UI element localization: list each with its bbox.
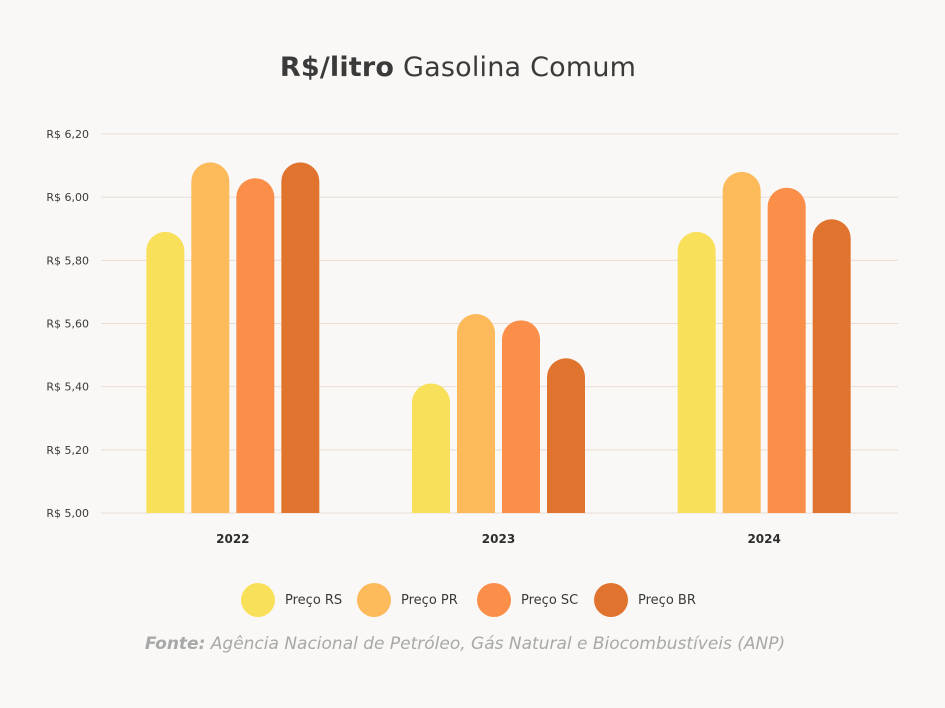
legend-label: Preço RS [285,592,343,608]
chart-title-bold: R$/litro [279,52,395,83]
x-tick-label: 2024 [747,532,780,546]
legend-item: Preço RS [241,582,342,618]
x-tick-label: 2023 [482,532,515,546]
bar-preco-sc-2024 [767,187,806,514]
bar-preco-rs-2023 [412,383,450,513]
legend-label: Preço SC [521,592,579,608]
y-tick-label: R$ 5,40 [46,381,89,394]
y-tick-label: R$ 5,00 [46,507,89,520]
chart-title: R$/litro Gasolina Comum [0,52,916,83]
legend-item: Preço BR [594,582,696,618]
y-tick-label: R$ 6,20 [46,128,89,141]
y-tick-label: R$ 5,60 [46,318,89,331]
bar-preco-br-2023 [547,358,585,513]
source-text: Agência Nacional de Petróleo, Gás Natura… [210,634,786,654]
chart-legend: Preço RS Preço PR Preço SC Preço BR [0,582,945,618]
bar-preco-pr-2022 [191,162,230,514]
y-tick-label: R$ 6,00 [46,191,89,204]
bar-chart: R$ 5,00 R$ 5,20 R$ 5,40 R$ 5,60 R$ 5,80 R$ 6,… [46,128,898,546]
bar-preco-br-2022 [281,162,320,514]
legend-label: Preço BR [638,592,696,608]
legend-swatch [357,583,391,617]
bar-preco-pr-2023 [457,314,495,513]
legend-item: Preço PR [357,582,458,618]
source-note: Fonte: Agência Nacional de Petróleo, Gás… [0,634,930,654]
bar-preco-sc-2023 [502,320,540,513]
bar-preco-sc-2022 [236,178,275,513]
x-tick-label: 2022 [216,532,249,546]
legend-swatch [594,583,628,617]
legend-item: Preço SC [477,582,578,618]
source-label: Fonte: [144,634,206,654]
legend-label: Preço PR [401,592,458,608]
bar-preco-pr-2024 [722,171,761,513]
y-tick-label: R$ 5,20 [46,444,89,457]
chart-title-normal: Gasolina Comum [402,52,637,83]
legend-swatch [241,583,275,617]
legend-swatch [477,583,511,617]
bar-preco-rs-2022 [146,231,185,514]
bar-preco-br-2024 [812,219,851,513]
y-tick-label: R$ 5,80 [46,254,89,267]
bar-preco-rs-2024 [677,231,716,514]
